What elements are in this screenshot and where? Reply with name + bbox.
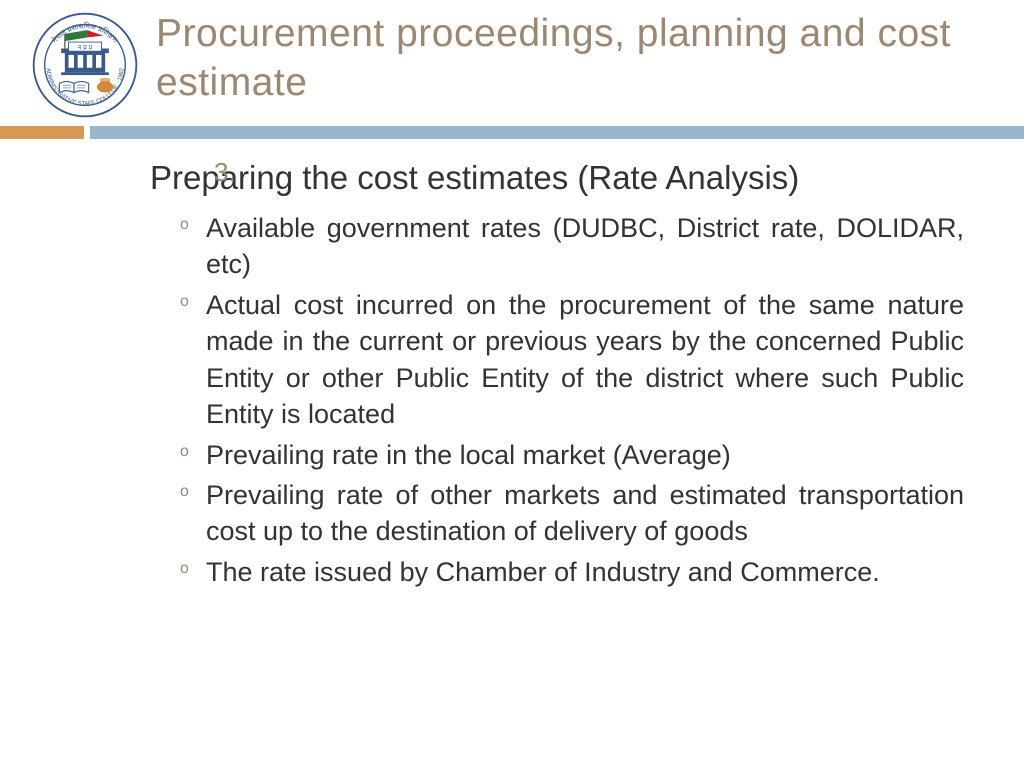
list-item-text: The rate issued by Chamber of Industry a… (206, 557, 880, 587)
bullet-icon: o (180, 441, 189, 463)
bullet-icon: o (180, 481, 189, 503)
slide-title: Procurement proceedings, planning and co… (140, 10, 994, 108)
list-item-text: Prevailing rate in the local market (Ave… (206, 440, 731, 470)
divider-accent (0, 126, 84, 139)
bullet-icon: o (180, 214, 189, 236)
section-heading: Preparing the cost estimates (Rate Analy… (150, 157, 964, 200)
svg-text:न प्र प्र: न प्र प्र (78, 44, 93, 51)
list-item-text: Actual cost incurred on the procurement … (206, 290, 964, 429)
org-logo: नेपाल प्रशासनिक प्रशिक्षण ADMINISTRATIVE… (30, 10, 140, 120)
bullet-icon: o (180, 558, 189, 580)
bullet-list: o Available government rates (DUDBC, Dist… (180, 210, 964, 590)
divider-main (90, 126, 1024, 139)
list-item-text: Prevailing rate of other markets and est… (206, 480, 964, 546)
bullet-icon: o (180, 291, 189, 313)
list-item: o Actual cost incurred on the procurement… (180, 287, 964, 433)
list-item: o Available government rates (DUDBC, Dist… (180, 210, 964, 283)
divider-bar (0, 126, 1024, 139)
list-item: o Prevailing rate in the local market (Av… (180, 437, 964, 473)
slide-header: नेपाल प्रशासनिक प्रशिक्षण ADMINISTRATIVE… (0, 0, 1024, 120)
list-item-text: Available government rates (DUDBC, Distr… (206, 213, 964, 279)
slide-body: 3. Preparing the cost estimates (Rate An… (0, 139, 1024, 590)
list-item: o Prevailing rate of other markets and es… (180, 477, 964, 550)
list-item: o The rate issued by Chamber of Industry … (180, 554, 964, 590)
list-number: 3. (214, 157, 236, 188)
